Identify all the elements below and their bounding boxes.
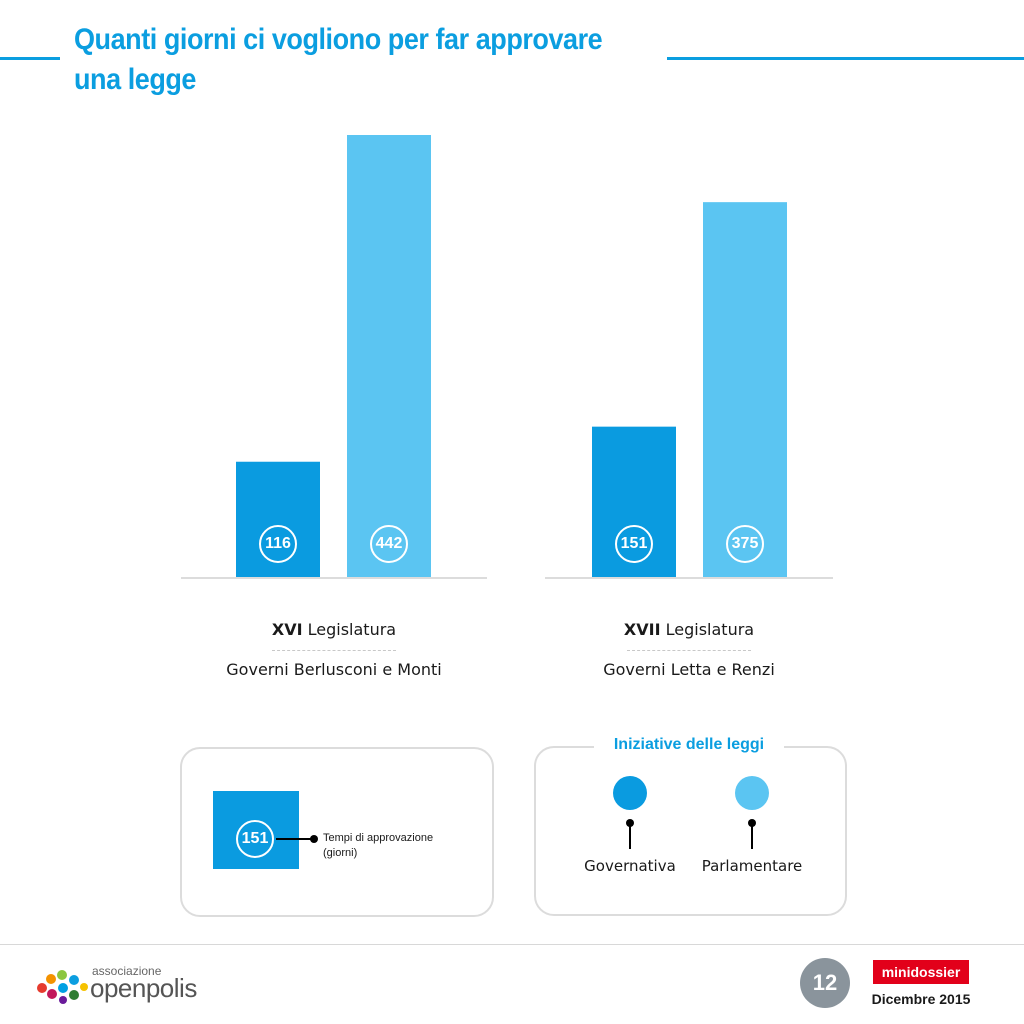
group-label-2: XVII Legislatura	[555, 620, 823, 639]
group-1-roman: XVI	[271, 620, 303, 639]
bar-value-label-2-governativa: 151	[615, 525, 653, 563]
footer-date: Dicembre 2015	[871, 991, 971, 1007]
org-name: openpolis	[90, 973, 197, 1003]
legend-parlamentare-pin	[751, 823, 753, 849]
legend-series-box	[534, 746, 847, 916]
openpolis-logo-icon	[37, 970, 88, 1004]
bar-2-parlamentare	[703, 202, 787, 578]
title-rule-right	[667, 57, 1024, 60]
legend-series-title: Iniziative delle leggi	[594, 733, 784, 757]
page-title-line1: Quanti giorni ci vogliono per far approv…	[74, 23, 603, 56]
footer-divider	[0, 944, 1024, 945]
legend-parlamentare-swatch	[735, 776, 769, 810]
org-small-label: associazione	[92, 964, 162, 978]
legend-example-value: 151	[236, 820, 274, 858]
group-1-divider	[272, 650, 396, 651]
group-subtitle-2: Governi Letta e Renzi	[603, 660, 775, 679]
group-label-1: XVI Legislatura	[200, 620, 468, 639]
legend-example-text: Tempi di approvazione (giorni)	[323, 831, 433, 861]
group-subtitle-1: Governi Berlusconi e Monti	[226, 660, 442, 679]
group-1-label: Legislatura	[307, 620, 397, 639]
legend-governativa-pin	[629, 823, 631, 849]
group-2-label: Legislatura	[665, 620, 755, 639]
bar-value-label-2-parlamentare: 375	[726, 525, 764, 563]
legend-example-text-1: Tempi di approvazione	[323, 832, 434, 844]
bar-chart	[181, 135, 833, 579]
group-2-divider	[627, 650, 751, 651]
legend-example-text-2: (giorni)	[323, 847, 358, 859]
bar-value-label-1-governativa: 116	[259, 525, 297, 563]
legend-example-connector	[276, 838, 314, 840]
bar-1-parlamentare	[347, 135, 431, 578]
bar-value-label-1-parlamentare: 442	[370, 525, 408, 563]
legend-parlamentare-label: Parlamentare	[701, 857, 803, 875]
page-title: Quanti giorni ci vogliono per far approv…	[74, 20, 605, 100]
legend-governativa-swatch	[613, 776, 647, 810]
page-number: 12	[800, 958, 850, 1008]
legend-example-connector-dot	[310, 835, 318, 843]
minidossier-badge: minidossier	[873, 960, 969, 984]
group-2-roman: XVII	[623, 620, 661, 639]
title-rule-left	[0, 57, 60, 60]
page-title-line2: una legge	[74, 63, 196, 96]
legend-governativa-label: Governativa	[584, 857, 676, 875]
